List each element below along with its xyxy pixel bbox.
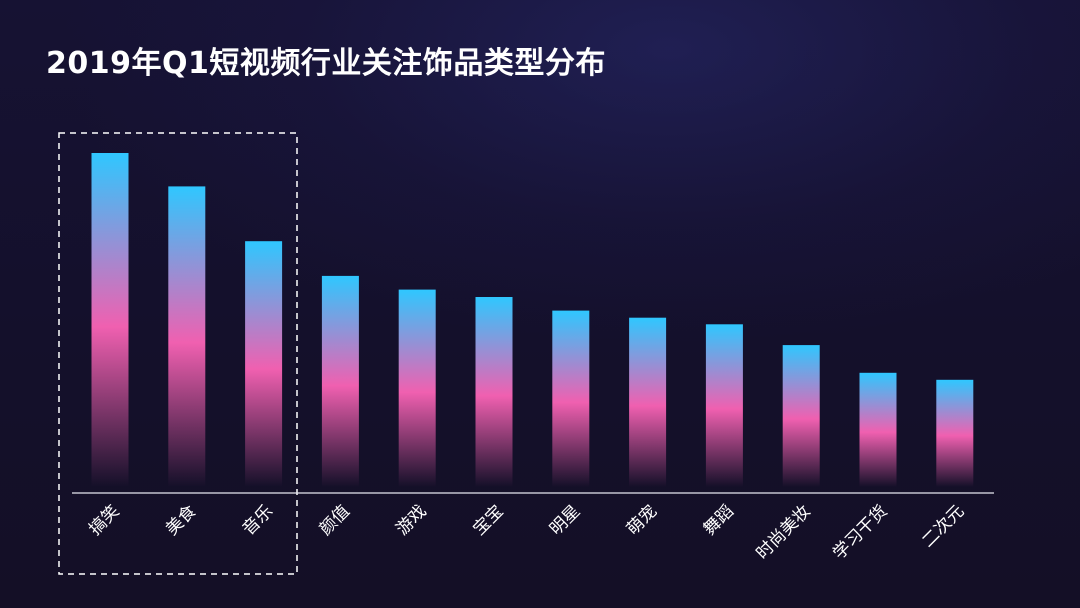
bar-舞蹈	[705, 324, 743, 487]
bar-时尚美妆	[782, 345, 820, 487]
bar-学习干货	[859, 372, 897, 487]
bars-group	[91, 153, 974, 487]
category-label-萌宠: 萌宠	[623, 501, 661, 539]
category-label-美食: 美食	[162, 501, 200, 539]
category-label-颜值: 颜值	[316, 501, 354, 539]
bar-搞笑	[91, 153, 129, 487]
bar-二次元	[936, 379, 974, 487]
category-label-明星: 明星	[546, 501, 584, 539]
category-label-舞蹈: 舞蹈	[700, 501, 738, 539]
category-label-二次元: 二次元	[918, 501, 968, 551]
bar-明星	[552, 310, 590, 487]
chart-title: 2019年Q1短视频行业关注饰品类型分布	[46, 46, 606, 81]
category-labels: 搞笑 美食 音乐 颜值 游戏 宝宝 明星 萌宠 舞蹈 时尚美妆 学习干货 二次元	[85, 501, 968, 563]
bar-美食	[168, 186, 206, 487]
bar-颜值	[321, 275, 359, 487]
category-label-时尚美妆: 时尚美妆	[753, 501, 815, 563]
bar-音乐	[245, 241, 283, 487]
category-label-音乐: 音乐	[239, 501, 277, 539]
bar-宝宝	[475, 297, 513, 487]
category-label-学习干货: 学习干货	[829, 501, 891, 563]
category-label-游戏: 游戏	[393, 501, 431, 539]
bar-萌宠	[629, 317, 667, 487]
highlight-box	[58, 132, 298, 575]
bar-游戏	[398, 289, 436, 487]
category-label-搞笑: 搞笑	[85, 501, 123, 539]
category-label-宝宝: 宝宝	[469, 501, 507, 539]
